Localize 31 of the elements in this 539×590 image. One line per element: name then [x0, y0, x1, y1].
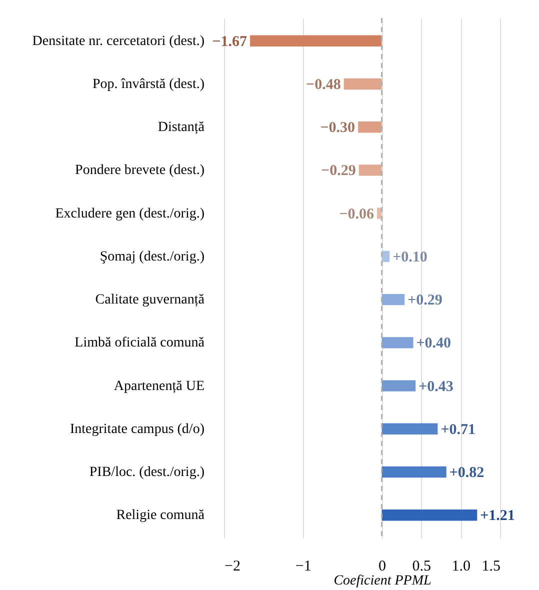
- x-tick-label: 1.5: [482, 558, 500, 574]
- y-tick-label: Distanță: [158, 120, 206, 136]
- y-tick-label: Integritate campus (d/o): [70, 422, 205, 437]
- x-tick-label: 1.0: [452, 558, 470, 574]
- data-label: −0.48: [306, 76, 341, 93]
- data-label: −0.29: [321, 163, 356, 180]
- data-label: +0.40: [416, 336, 452, 352]
- y-tick-label: Apartenență UE: [114, 378, 204, 394]
- data-label: +0.82: [449, 465, 484, 482]
- y-tick-label: Calitate guvernanță: [95, 292, 206, 308]
- x-tick-label: 0: [378, 558, 386, 574]
- data-label: −1.67: [212, 34, 248, 50]
- data-label: +0.71: [440, 422, 476, 438]
- data-label: −0.06: [339, 206, 374, 222]
- x-tick-label: −1: [295, 558, 312, 574]
- data-label: +1.21: [480, 508, 515, 524]
- y-tick-label: Densitate nr. cercetatori (dest.): [32, 34, 205, 49]
- data-label: +0.10: [392, 249, 428, 266]
- y-tick-label: PIB/loc. (dest./orig.): [89, 465, 205, 480]
- data-label: −0.30: [320, 120, 356, 136]
- y-tick-label: Limbă oficială comună: [74, 336, 206, 351]
- x-tick-label: −2: [224, 558, 240, 574]
- data-label: +0.29: [408, 292, 442, 309]
- data-label: +0.43: [418, 378, 454, 395]
- y-tick-label: Şomaj (dest./orig.): [100, 249, 205, 264]
- y-tick-label: Religie comună: [116, 508, 206, 524]
- y-tick-label: Pondere brevete (dest.): [75, 163, 205, 178]
- y-tick-label: Excludere gen (dest./orig.): [55, 206, 205, 222]
- y-tick-label: Pop. învârstă (dest.): [92, 76, 205, 92]
- x-axis-title: Coeficient PPML: [334, 574, 432, 588]
- x-tick-label: 0.5: [412, 558, 432, 574]
